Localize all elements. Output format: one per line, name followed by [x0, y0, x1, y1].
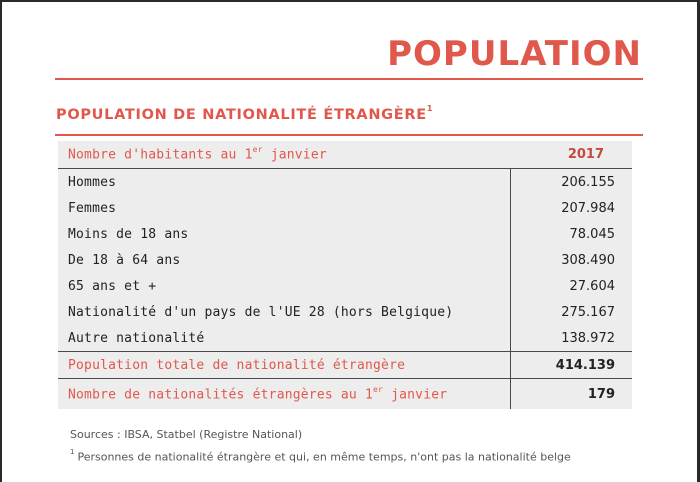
table-row: 65 ans et + 27.604: [58, 273, 632, 299]
row-label: 65 ans et +: [68, 278, 157, 294]
footnote: 1 Personnes de nationalité étrangère et q…: [70, 448, 571, 464]
row-value: 78.045: [509, 221, 632, 247]
table-row: De 18 à 64 ans 308.490: [58, 247, 632, 273]
row-label: Moins de 18 ans: [68, 226, 189, 242]
section-title-footnote-marker: 1: [426, 104, 434, 113]
header-label-tail: janvier: [262, 147, 327, 163]
row-label: Autre nationalité: [68, 330, 205, 346]
row-value: 27.604: [509, 273, 632, 299]
table-row: Femmes 207.984: [58, 195, 632, 221]
count-label-sup: er: [373, 384, 384, 394]
row-label: Hommes: [68, 174, 117, 190]
row-label: Femmes: [68, 200, 117, 216]
footnote-text: Personnes de nationalité étrangère et qu…: [77, 450, 571, 464]
table-row: Moins de 18 ans 78.045: [58, 221, 632, 247]
count-label: Nombre de nationalités étrangères au 1er…: [58, 378, 510, 409]
table-total-row: Population totale de nationalité étrangè…: [58, 351, 632, 379]
row-value: 206.155: [509, 168, 632, 195]
row-value: 308.490: [509, 247, 632, 273]
header-label-sup: er: [252, 145, 263, 155]
row-value: 207.984: [509, 195, 632, 221]
section-divider: [55, 134, 643, 136]
frame-right-border: [697, 0, 700, 482]
title-divider: [55, 78, 643, 80]
table-count-row: Nombre de nationalités étrangères au 1er…: [58, 378, 632, 409]
table-row: Autre nationalité 138.972: [58, 325, 632, 352]
table-header-row: Nombre d'habitants au 1er janvier 2017: [58, 141, 632, 169]
header-label: Nombre d'habitants au 1er janvier: [58, 141, 510, 169]
source-note: Sources : IBSA, Statbel (Registre Nation…: [70, 428, 303, 441]
page-title: POPULATION: [387, 34, 642, 74]
total-value: 414.139: [509, 351, 632, 379]
footnote-marker: 1: [70, 448, 75, 456]
count-label-text: Nombre de nationalités étrangères au 1: [68, 387, 374, 403]
header-label-text: Nombre d'habitants au 1: [68, 147, 253, 163]
row-label: Nationalité d'un pays de l'UE 28 (hors B…: [68, 304, 454, 320]
section-title: POPULATION DE NATIONALITÉ ÉTRANGÈRE1: [56, 104, 434, 123]
row-value: 138.972: [509, 325, 632, 352]
count-value: 179: [509, 378, 632, 409]
nationality-table: Nombre d'habitants au 1er janvier 2017 H…: [58, 141, 632, 409]
count-label-tail: janvier: [383, 387, 448, 403]
table-row: Hommes 206.155: [58, 168, 632, 195]
row-label: De 18 à 64 ans: [68, 252, 181, 268]
total-label: Population totale de nationalité étrangè…: [58, 351, 510, 379]
table-row: Nationalité d'un pays de l'UE 28 (hors B…: [58, 299, 632, 325]
section-title-text: POPULATION DE NATIONALITÉ ÉTRANGÈRE: [56, 106, 427, 123]
row-value: 275.167: [509, 299, 632, 325]
frame-left-border: [0, 0, 2, 482]
header-year: 2017: [510, 141, 632, 169]
frame-top-border: [0, 0, 700, 2]
